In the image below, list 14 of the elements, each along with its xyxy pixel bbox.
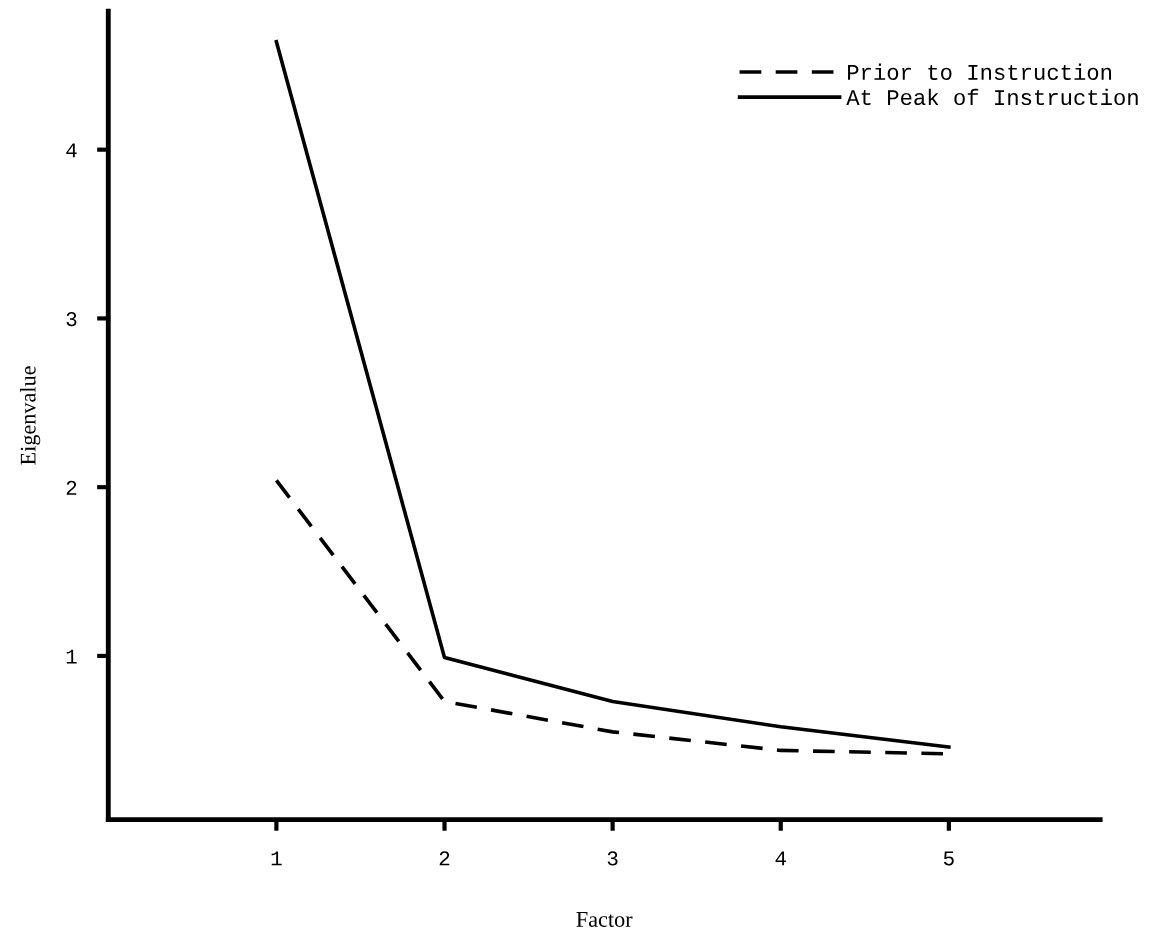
x-tick-label: 4 [775,851,786,866]
line-series [274,39,951,749]
x-tick-label: 5 [943,851,954,866]
x-axis-title: Factor [576,912,633,927]
y-tick-label: 4 [66,143,77,158]
y-tick-label: 1 [66,649,77,664]
x-tick-label: 1 [271,851,282,866]
x-tick-label: 2 [439,851,450,866]
legend-label: At Peak of Instruction [846,88,1138,106]
y-tick-label: 2 [66,480,77,495]
legend-label: Prior to Instruction [848,63,1112,80]
y-axis-title: Eigenvalue [20,366,41,465]
y-tick-label: 3 [66,312,77,327]
x-tick-label: 3 [607,851,618,866]
